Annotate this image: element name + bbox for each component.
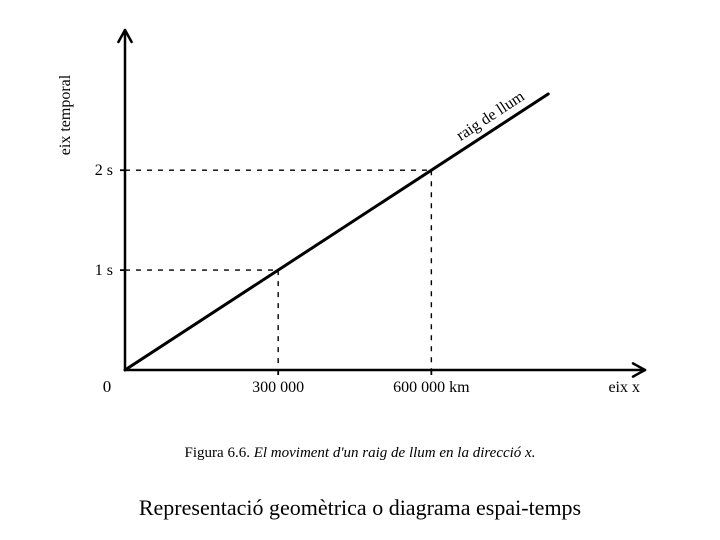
svg-text:eix temporal: eix temporal xyxy=(57,74,74,155)
svg-text:2 s: 2 s xyxy=(95,162,113,179)
figure-number: Figura 6.6. xyxy=(185,445,250,461)
page-title: Representació geomètrica o diagrama espa… xyxy=(0,495,720,521)
svg-text:0: 0 xyxy=(103,377,112,396)
svg-text:1 s: 1 s xyxy=(95,262,113,279)
svg-text:300 000: 300 000 xyxy=(252,379,304,396)
page: 1 s2 s300 000600 000 kmraig de llum0eix … xyxy=(0,0,720,540)
figure-caption: Figura 6.6. El moviment d'un raig de llu… xyxy=(0,445,720,462)
svg-text:eix x: eix x xyxy=(608,379,640,396)
spacetime-plot: 1 s2 s300 000600 000 kmraig de llum0eix … xyxy=(40,10,680,440)
figure-caption-text: El moviment d'un raig de llum en la dire… xyxy=(254,445,536,461)
svg-text:600 000 km: 600 000 km xyxy=(393,379,470,396)
